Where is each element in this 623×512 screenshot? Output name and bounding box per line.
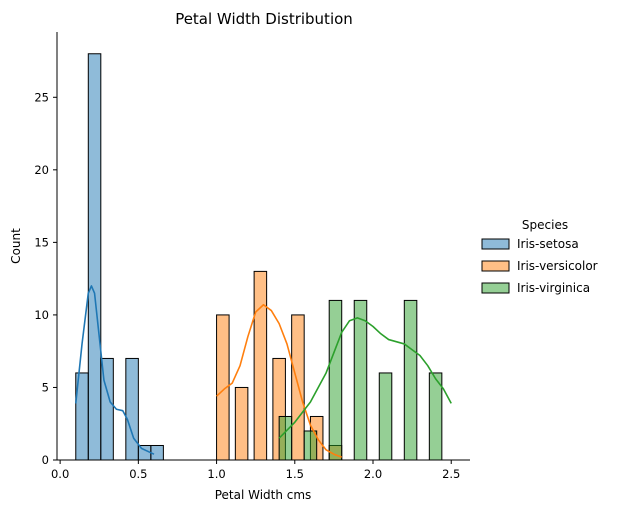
x-tick-label: 0.0 — [51, 467, 69, 481]
y-tick-label: 15 — [34, 235, 49, 249]
bar-iris-virginica-4 — [378, 372, 393, 461]
bar-iris-setosa-3 — [125, 357, 139, 461]
axes — [56, 32, 470, 461]
bar-iris-virginica-5 — [403, 299, 418, 461]
bar-iris-virginica-0 — [278, 415, 293, 461]
legend-label-iris-setosa: Iris-setosa — [517, 237, 579, 251]
y-tick-label: 20 — [34, 163, 49, 177]
kde-layer — [74, 285, 452, 458]
x-ticks: 0.0 0.5 1.0 1.5 2.0 2.5 — [51, 460, 460, 481]
legend-title: Species — [522, 218, 568, 232]
legend-label-iris-virginica: Iris-virginica — [517, 281, 590, 295]
bar-iris-setosa-1 — [87, 53, 102, 461]
x-tick-label: 0.5 — [129, 467, 147, 481]
legend: Species Iris-setosa Iris-versicolor Iris-v… — [481, 218, 598, 295]
bar-iris-virginica-1 — [303, 430, 318, 461]
x-tick-label: 2.5 — [442, 467, 460, 481]
x-tick-label: 1.5 — [286, 467, 304, 481]
legend-swatch-iris-virginica — [481, 282, 510, 294]
bar-iris-versicolor-1 — [234, 386, 249, 461]
legend-swatch-iris-setosa — [481, 238, 510, 250]
kde-line-iris-versicolor — [216, 303, 342, 458]
bar-iris-virginica-6 — [428, 372, 443, 461]
x-tick-label: 1.0 — [207, 467, 225, 481]
x-tick-label: 2.0 — [364, 467, 382, 481]
bars-layer — [75, 53, 443, 461]
x-axis-label: Petal Width cms — [215, 488, 312, 502]
y-tick-label: 25 — [34, 90, 49, 104]
y-axis-label: Count — [9, 228, 23, 264]
bar-iris-virginica-3 — [353, 299, 368, 461]
y-tick-label: 0 — [42, 453, 49, 467]
bar-iris-versicolor-2 — [253, 270, 268, 461]
legend-swatch-iris-versicolor — [481, 260, 510, 272]
y-ticks: 0 5 10 15 20 25 — [34, 90, 57, 467]
y-tick-label: 10 — [34, 308, 49, 322]
kde-line-iris-virginica — [278, 317, 452, 439]
y-tick-label: 5 — [42, 380, 49, 394]
kde-line-iris-setosa — [74, 285, 155, 455]
chart-title: Petal Width Distribution — [175, 10, 353, 28]
legend-label-iris-versicolor: Iris-versicolor — [517, 259, 598, 273]
bar-iris-virginica-2 — [328, 299, 343, 461]
